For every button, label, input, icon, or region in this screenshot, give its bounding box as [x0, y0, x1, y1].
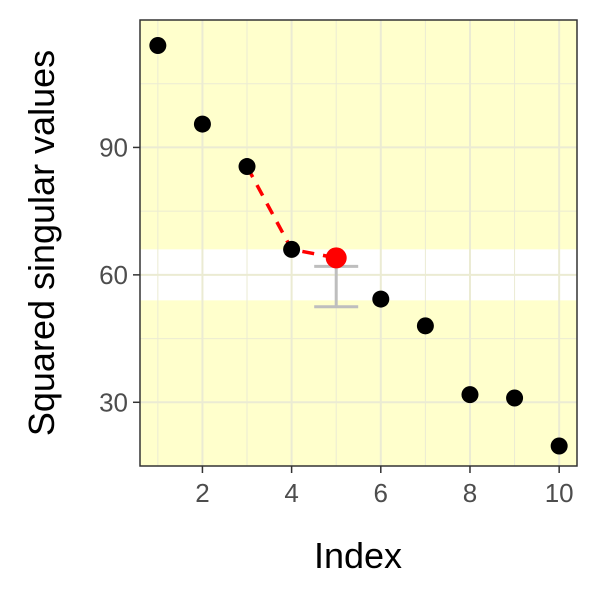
data-point — [372, 290, 390, 308]
data-point — [550, 437, 568, 455]
y-tick-label: 90 — [99, 132, 128, 162]
data-point — [506, 389, 524, 407]
highlight-point — [325, 247, 347, 269]
y-axis-title: Squared singular values — [21, 50, 62, 436]
data-point — [238, 158, 256, 176]
y-tick-label: 30 — [99, 387, 128, 417]
data-point — [149, 36, 167, 54]
x-axis-title: Index — [314, 535, 402, 576]
data-point — [193, 115, 211, 133]
panel-background — [140, 20, 577, 466]
y-tick-label: 60 — [99, 260, 128, 290]
x-tick-label: 2 — [195, 478, 209, 508]
x-tick-label: 6 — [374, 478, 388, 508]
panel-border — [139, 19, 578, 467]
x-tick-label: 8 — [463, 478, 477, 508]
data-point — [461, 386, 479, 404]
x-tick-label: 10 — [545, 478, 574, 508]
axes: 2 4 6 8 10 30 60 90 — [99, 132, 574, 508]
data-point — [283, 240, 301, 258]
data-marks — [149, 36, 568, 455]
data-point — [416, 317, 434, 335]
x-tick-label: 4 — [284, 478, 298, 508]
